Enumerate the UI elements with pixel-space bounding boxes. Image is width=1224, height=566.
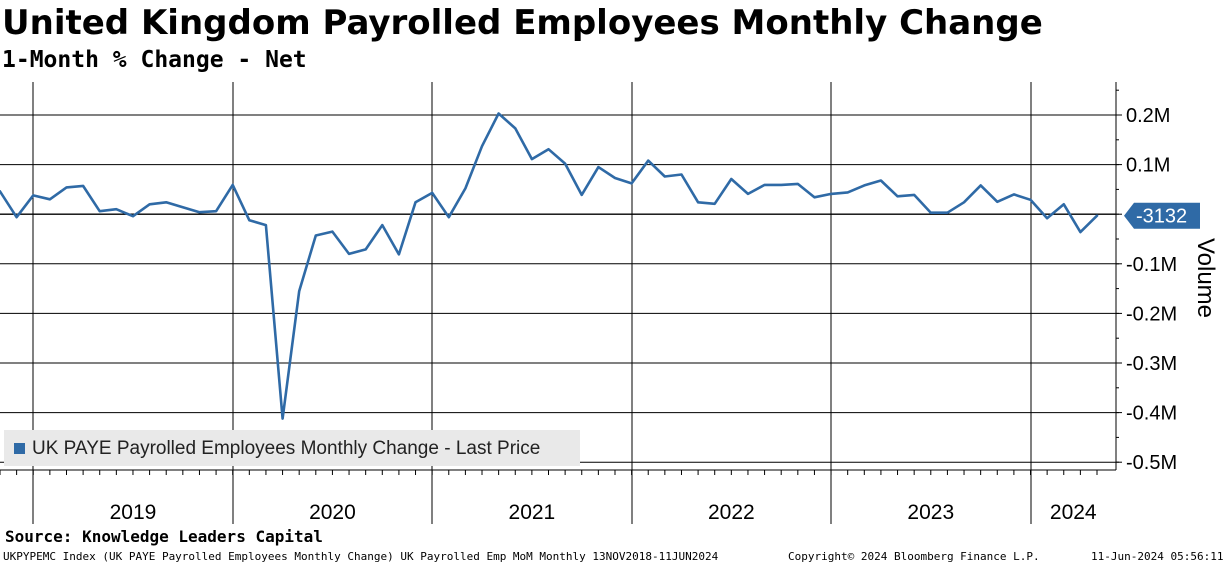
data-point — [945, 211, 949, 215]
data-point — [198, 210, 202, 214]
data-point — [696, 200, 700, 204]
data-point — [1062, 202, 1066, 206]
data-point — [530, 157, 534, 161]
y-tick-label: -0.4M — [1126, 403, 1177, 425]
y-tick-label: 0.1M — [1126, 155, 1170, 177]
copyright-note: Copyright© 2024 Bloomberg Finance L.P. — [788, 550, 1040, 563]
data-point — [912, 193, 916, 197]
y-tick-label: -0.5M — [1126, 452, 1177, 474]
legend-label: UK PAYE Payrolled Employees Monthly Chan… — [32, 438, 541, 459]
data-point — [1045, 216, 1049, 220]
data-point — [763, 183, 767, 187]
data-point — [1095, 214, 1099, 218]
data-point — [846, 190, 850, 194]
data-point — [98, 209, 102, 213]
y-axis: 0.2M 0.1M -0.1M -0.2M -0.3M -0.4M -0.5M -3132 — [1115, 82, 1200, 474]
series-line — [0, 112, 1099, 420]
x-year-label: 2024 — [1050, 501, 1097, 524]
x-year-label: 2021 — [509, 501, 556, 524]
data-point — [596, 165, 600, 169]
x-year-label: 2020 — [309, 501, 356, 524]
chart-subtitle: 1-Month % Change - Net — [2, 47, 307, 73]
data-point — [397, 252, 401, 256]
data-point — [796, 182, 800, 186]
data-point — [1078, 230, 1082, 234]
data-point — [281, 417, 285, 421]
data-point — [646, 159, 650, 163]
data-point — [330, 230, 334, 234]
data-point — [513, 126, 517, 130]
x-year-label: 2022 — [708, 501, 755, 524]
data-point — [264, 223, 268, 227]
data-point — [65, 185, 69, 189]
data-point — [297, 289, 301, 293]
data-point — [463, 186, 467, 190]
data-point — [81, 184, 85, 188]
data-point — [164, 200, 168, 204]
data-point — [364, 247, 368, 251]
x-year-label: 2023 — [907, 501, 954, 524]
ticker-description: UKPYPEMC Index (UK PAYE Payrolled Employ… — [3, 550, 719, 563]
series-layer — [0, 112, 1099, 421]
data-point — [414, 200, 418, 204]
grid — [0, 82, 1116, 470]
data-point — [31, 193, 35, 197]
last-value-label: -3132 — [1136, 206, 1187, 228]
data-point — [1029, 198, 1033, 202]
data-point — [729, 177, 733, 181]
data-point — [812, 195, 816, 199]
data-point — [995, 200, 999, 204]
data-point — [962, 200, 966, 204]
y-tick-label: 0.2M — [1126, 105, 1170, 127]
data-point — [214, 209, 218, 213]
data-point — [430, 191, 434, 195]
data-point — [746, 192, 750, 196]
data-point — [247, 218, 251, 222]
data-point — [547, 147, 551, 151]
data-point — [15, 215, 19, 219]
data-point — [231, 183, 235, 187]
data-point — [896, 194, 900, 198]
data-point — [181, 205, 185, 209]
y-tick-label: -0.2M — [1126, 303, 1177, 325]
data-point — [563, 162, 567, 166]
timestamp: 11-Jun-2024 05:56:11 — [1091, 550, 1224, 563]
x-axis: 2019 2020 2021 2022 2023 2024 — [0, 469, 1116, 524]
data-point — [663, 175, 667, 179]
data-point — [713, 202, 717, 206]
data-point — [879, 179, 883, 183]
legend-swatch — [14, 443, 25, 454]
data-point — [779, 183, 783, 187]
data-point — [48, 197, 52, 201]
data-point — [148, 202, 152, 206]
data-point — [929, 211, 933, 215]
x-year-label: 2019 — [110, 501, 157, 524]
y-tick-label: -0.1M — [1126, 254, 1177, 276]
y-axis-label: Volume — [1192, 238, 1219, 318]
data-point — [862, 183, 866, 187]
data-point — [680, 173, 684, 177]
data-point — [829, 192, 833, 196]
data-point — [979, 183, 983, 187]
chart-title: United Kingdom Payrolled Employees Month… — [2, 3, 1043, 43]
data-point — [447, 215, 451, 219]
data-point — [314, 234, 318, 238]
data-point — [630, 181, 634, 185]
data-point — [497, 112, 501, 116]
source-note: Source: Knowledge Leaders Capital — [5, 527, 323, 546]
last-value-badge — [1124, 202, 1200, 229]
y-tick-label: -0.3M — [1126, 353, 1177, 375]
data-point — [131, 214, 135, 218]
data-point — [1012, 192, 1016, 196]
data-point — [480, 144, 484, 148]
data-point — [613, 176, 617, 180]
data-point — [580, 193, 584, 197]
data-point — [114, 207, 118, 211]
data-point — [380, 223, 384, 227]
legend: UK PAYE Payrolled Employees Monthly Chan… — [4, 430, 580, 466]
data-point — [347, 252, 351, 256]
